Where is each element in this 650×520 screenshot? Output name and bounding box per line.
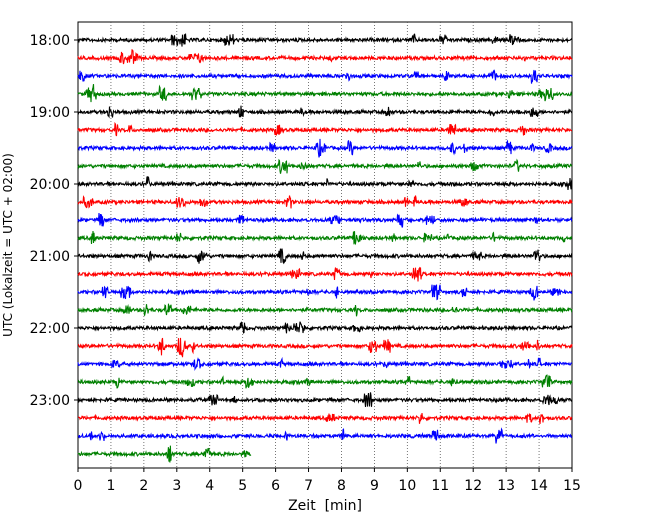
x-tick-label: 13 (497, 478, 515, 494)
trace-2215 (77, 337, 573, 358)
trace-2115 (77, 266, 573, 282)
x-tick-label: 7 (304, 478, 313, 494)
x-tick-label: 0 (74, 478, 83, 494)
trace-2100 (77, 248, 573, 265)
trace-1845 (77, 84, 573, 103)
trace-2300 (77, 392, 573, 408)
x-tick-label: 10 (398, 478, 416, 494)
y-tick-label: 22:00 (30, 321, 70, 337)
trace-1830 (77, 69, 573, 84)
y-tick-label: 21:00 (30, 249, 70, 265)
y-tick-label: 19:00 (30, 105, 70, 121)
trace-2245 (77, 374, 573, 389)
trace-2045 (77, 230, 573, 246)
y-tick-label: 20:00 (30, 177, 70, 193)
trace-1815 (77, 49, 573, 65)
trace-1945 (77, 158, 573, 174)
x-tick-label: 15 (563, 478, 581, 494)
x-tick-label: 4 (205, 478, 214, 494)
trace-2200 (77, 321, 573, 334)
trace-2130 (77, 284, 573, 301)
y-axis-ticks: 18:00 19:00 20:00 21:00 22:00 23:00 (30, 33, 78, 409)
x-tick-label: 8 (337, 478, 346, 494)
trace-2030 (77, 212, 573, 228)
x-tick-label: 2 (139, 478, 148, 494)
x-tick-label: 11 (431, 478, 449, 494)
x-tick-label: 6 (271, 478, 280, 494)
trace-layer (77, 33, 573, 463)
x-tick-label: 5 (238, 478, 247, 494)
trace-2015 (77, 195, 573, 209)
x-tick-label: 12 (464, 478, 482, 494)
x-axis-label: Zeit [min] (288, 498, 362, 514)
grid-layer (110, 22, 540, 468)
trace-2315 (78, 413, 573, 424)
trace-2000 (77, 175, 573, 191)
x-tick-label: 14 (530, 478, 548, 494)
y-tick-label: 18:00 (30, 33, 70, 49)
trace-2230 (77, 356, 573, 372)
trace-1800 (77, 33, 573, 47)
x-tick-label: 3 (172, 478, 181, 494)
trace-1915 (77, 121, 573, 137)
y-tick-label: 23:00 (30, 393, 70, 409)
x-tick-label: 1 (106, 478, 115, 494)
trace-2330 (78, 427, 573, 444)
trace-2145 (77, 303, 573, 317)
x-axis-ticks: 0 1 2 3 4 5 6 7 8 9 10 11 12 13 14 15 (74, 468, 581, 494)
trace-1930 (77, 138, 573, 158)
trace-2345 (77, 445, 252, 463)
y-axis-label: UTC (Lokalzeit = UTC + 02:00) (1, 153, 15, 337)
x-tick-label: 9 (370, 478, 379, 494)
trace-1900 (77, 105, 573, 119)
plot-frame (77, 21, 573, 469)
